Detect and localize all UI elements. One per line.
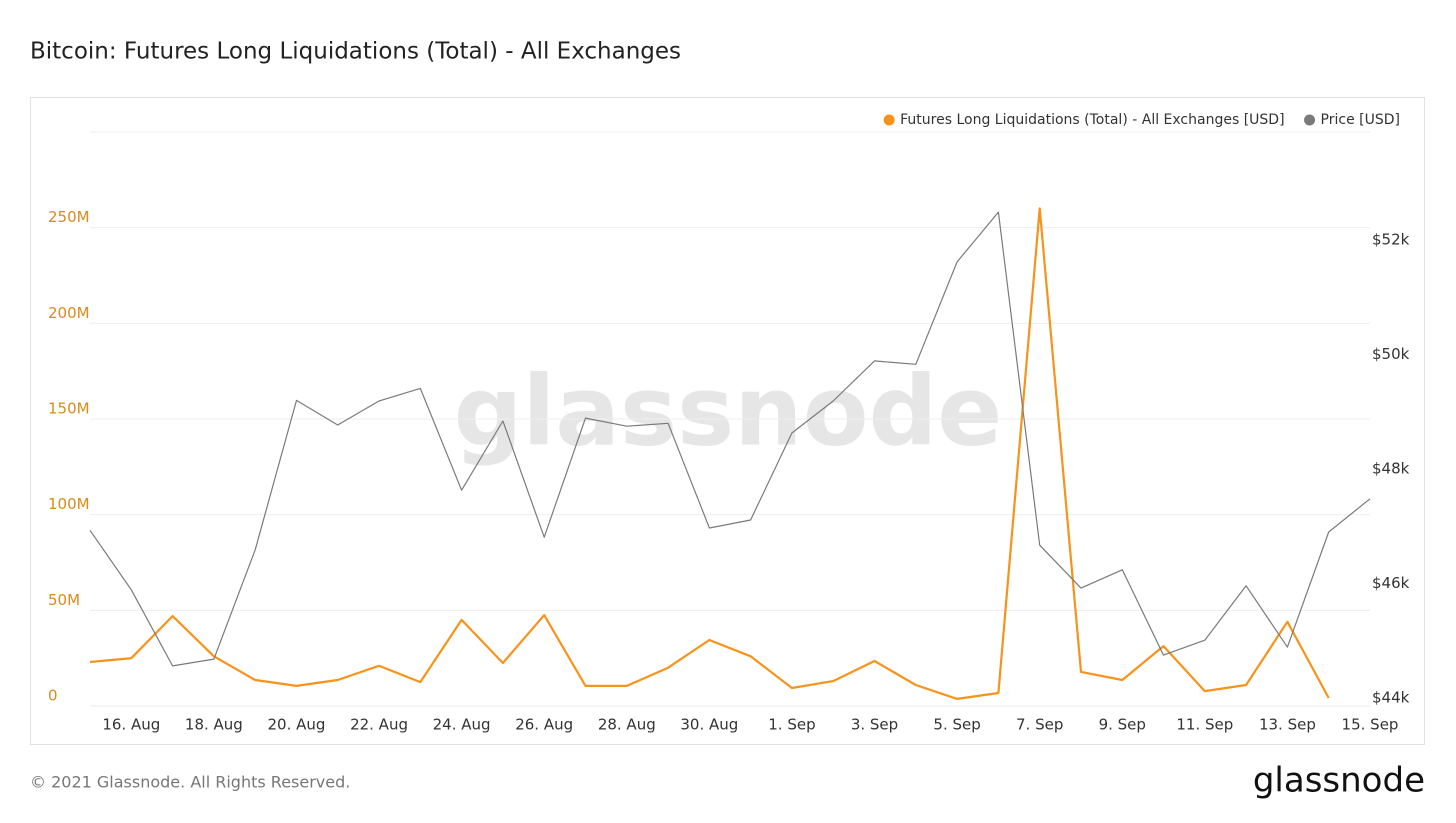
y-tick-label: 100M xyxy=(48,495,90,513)
y2-tick-label: $48k xyxy=(1372,460,1410,478)
y-tick-label: 150M xyxy=(48,400,90,418)
y2-tick-label: $44k xyxy=(1372,688,1410,706)
legend-swatch xyxy=(1304,114,1316,126)
y-tick-label: 0 xyxy=(48,687,58,705)
y-tick-label: 250M xyxy=(48,208,90,226)
x-tick-label: 22. Aug xyxy=(350,716,408,734)
y2-tick-label: $52k xyxy=(1372,231,1410,249)
x-tick-label: 18. Aug xyxy=(185,716,243,734)
x-tick-label: 24. Aug xyxy=(433,716,491,734)
series-line xyxy=(89,211,1371,667)
copyright: © 2021 Glassnode. All Rights Reserved. xyxy=(30,773,350,792)
x-tick-label: 28. Aug xyxy=(598,716,656,734)
y-tick-label: 200M xyxy=(48,304,90,322)
legend-swatch xyxy=(883,114,895,126)
y2-tick-label: $46k xyxy=(1372,574,1410,592)
x-tick-label: 15. Sep xyxy=(1342,716,1399,734)
legend-label: Price [USD] xyxy=(1321,112,1400,128)
x-tick-label: 5. Sep xyxy=(933,716,980,734)
x-tick-label: 13. Sep xyxy=(1259,716,1316,734)
logo: glassnode xyxy=(1253,761,1425,801)
y-tick-label: 50M xyxy=(48,591,80,609)
x-tick-label: 30. Aug xyxy=(680,716,738,734)
watermark: glassnode xyxy=(454,355,1003,467)
y2-tick-label: $50k xyxy=(1372,345,1410,363)
x-tick-label: 26. Aug xyxy=(515,716,573,734)
chart-title: Bitcoin: Futures Long Liquidations (Tota… xyxy=(30,39,681,65)
x-tick-label: 16. Aug xyxy=(102,716,160,734)
x-tick-label: 11. Sep xyxy=(1176,716,1233,734)
legend-label: Futures Long Liquidations (Total) - All … xyxy=(900,112,1284,128)
chart-frame xyxy=(30,97,1425,745)
x-tick-label: 3. Sep xyxy=(851,716,898,734)
series-line xyxy=(89,207,1330,700)
x-tick-label: 7. Sep xyxy=(1016,716,1063,734)
x-tick-label: 1. Sep xyxy=(768,716,815,734)
x-tick-label: 9. Sep xyxy=(1099,716,1146,734)
x-tick-label: 20. Aug xyxy=(267,716,325,734)
